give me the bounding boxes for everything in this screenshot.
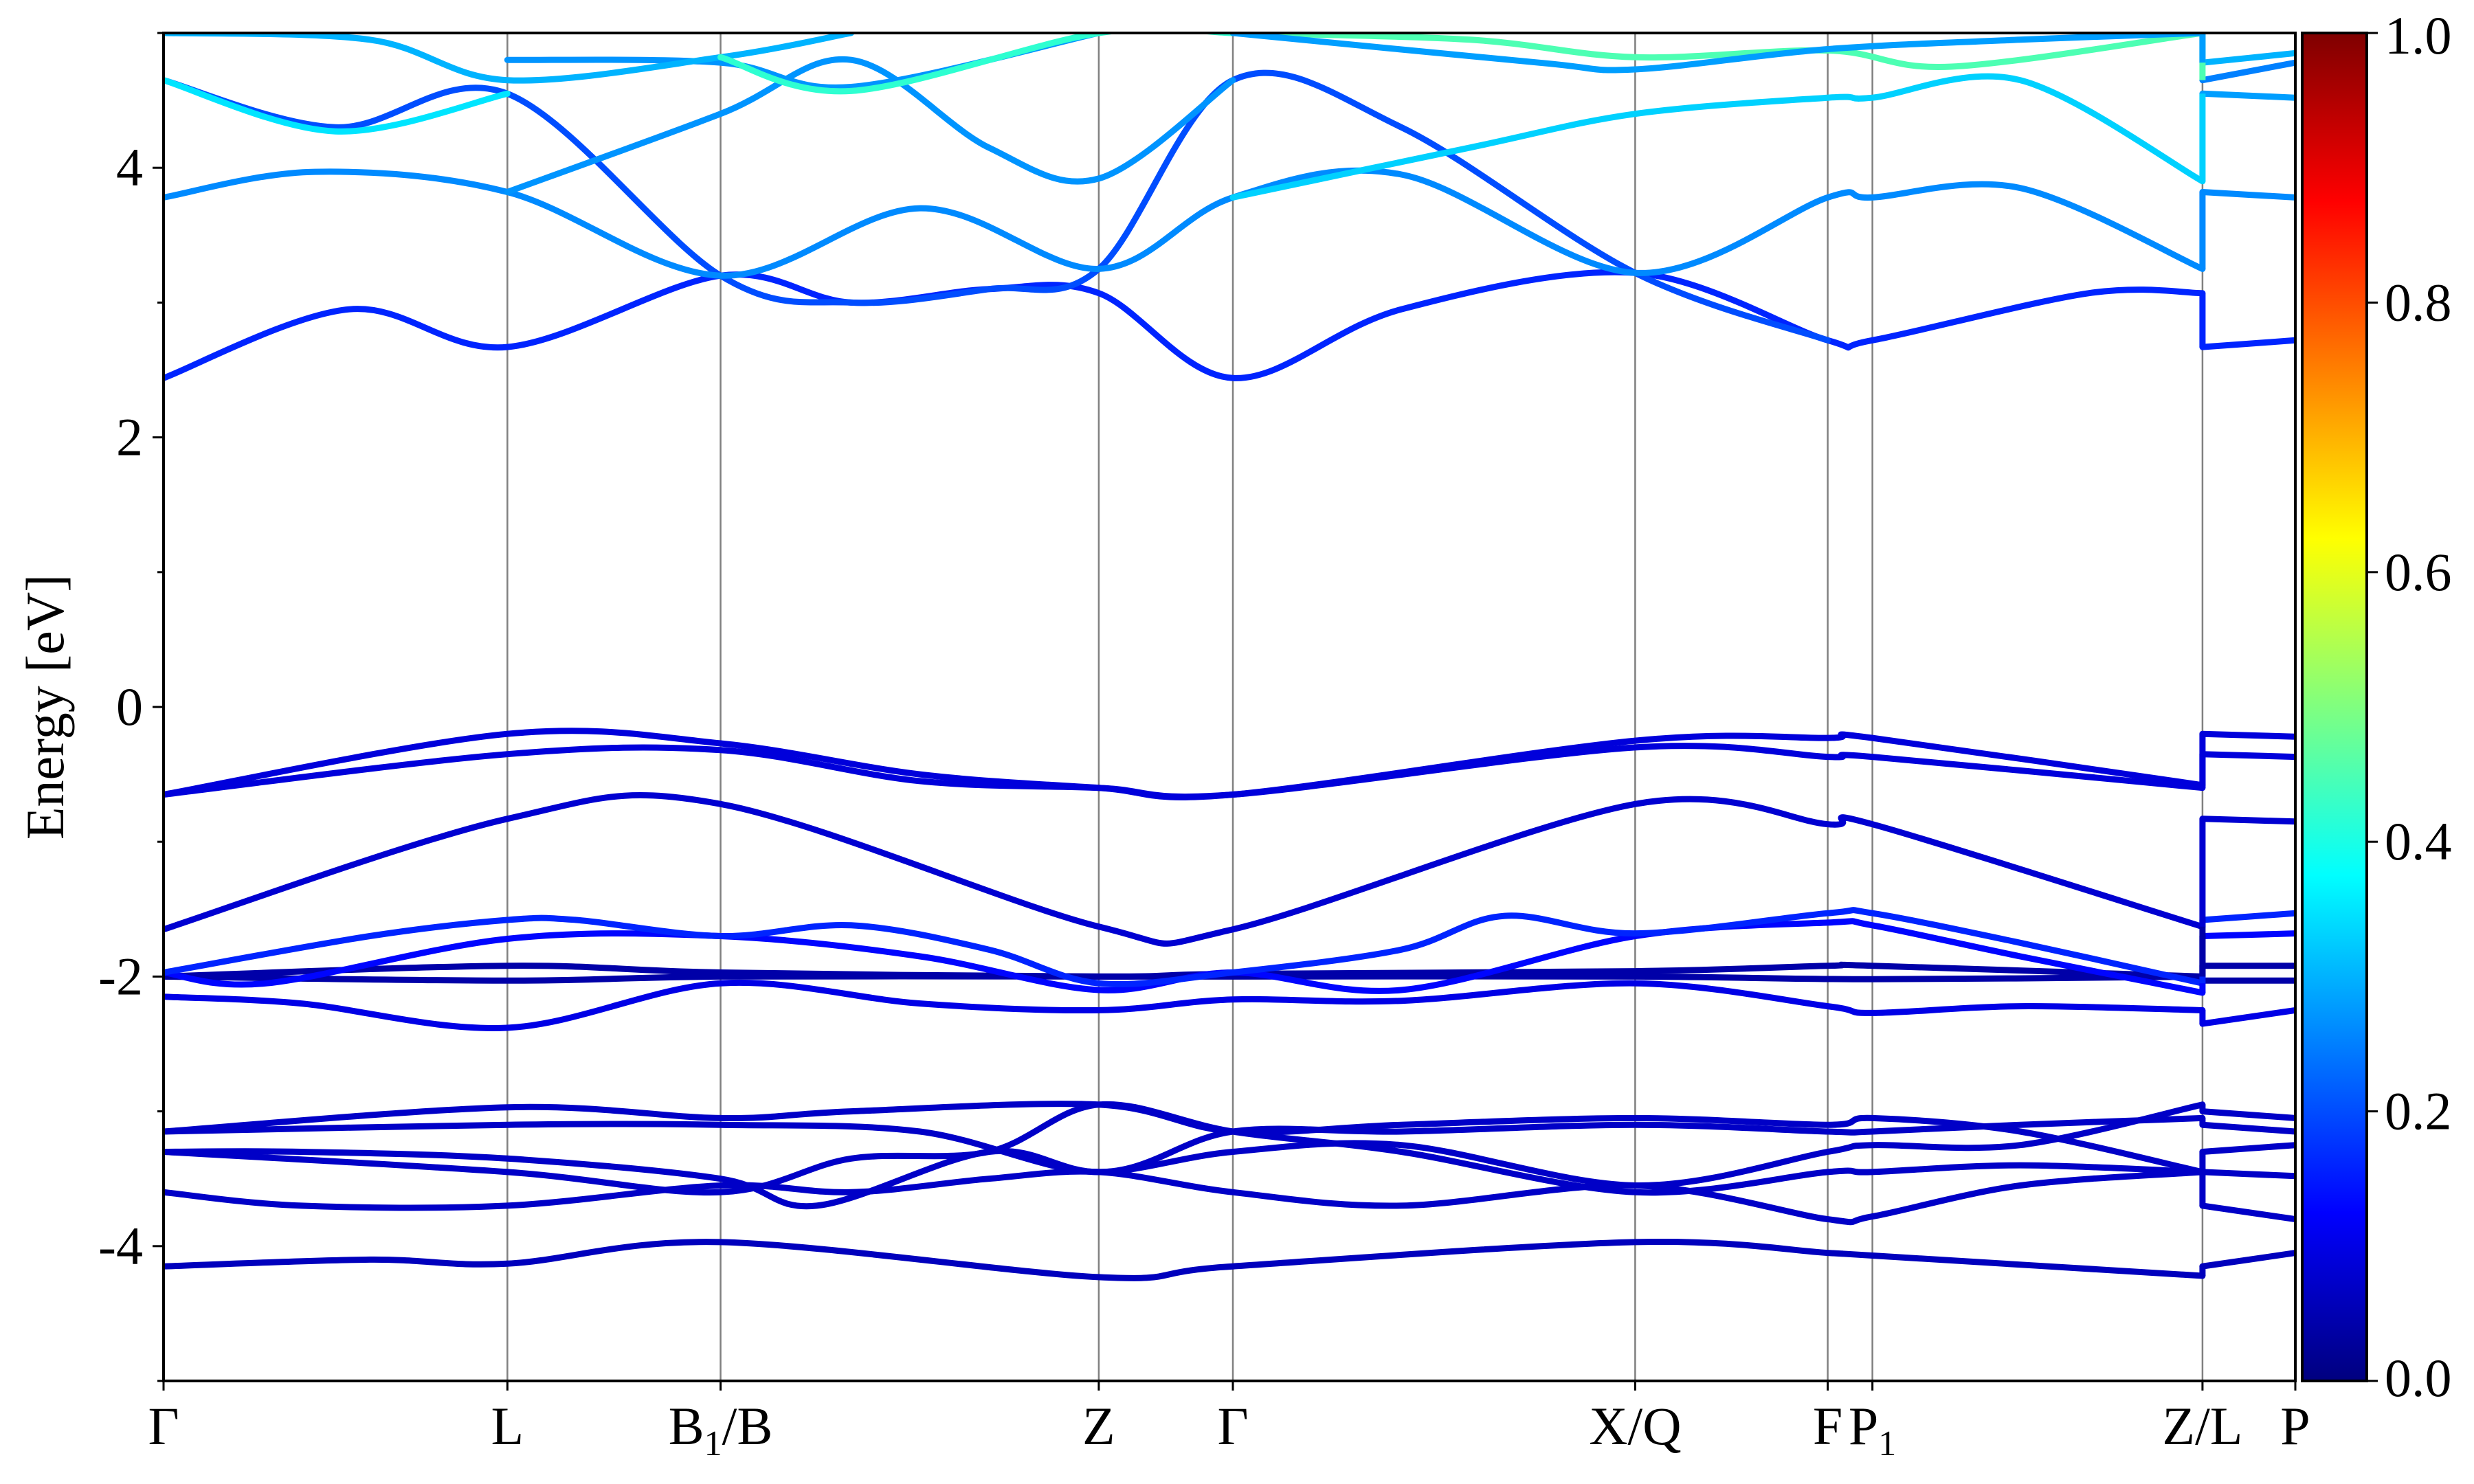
colorbar-ticks: 0.0 0.2 0.4 0.6 0.8 1.0: [2367, 5, 2452, 1408]
band-line: [164, 1101, 2206, 1176]
x-tick-label: P1: [1849, 1396, 1896, 1463]
x-tick-label: B1/B: [669, 1396, 773, 1463]
band-line: [717, 33, 1236, 95]
band-line: [164, 33, 855, 84]
colorbar-tick-label: 0.8: [2385, 272, 2452, 332]
colorbar-tick-label: 0.4: [2385, 811, 2452, 871]
colorbar-tick-label: 1.0: [2385, 5, 2452, 65]
colorbar-tick-label: 0.6: [2385, 542, 2452, 602]
band-line: [2199, 189, 2295, 201]
band-line: [164, 961, 2206, 980]
band-line: [164, 69, 1831, 344]
x-tick-label: Γ: [1217, 1396, 1248, 1456]
band-line: [164, 1101, 2206, 1210]
band-line: [164, 1168, 2206, 1226]
x-tick-label: Z: [1082, 1396, 1115, 1456]
band-line: [2199, 730, 2295, 740]
x-axis-ticks: Γ L B1/B Z Γ X/Q F P1 Z/L P: [148, 1381, 2310, 1463]
y-tick-label: 0: [116, 677, 143, 737]
band-line: [164, 979, 2206, 1031]
band-line: [164, 269, 2206, 381]
band-line: [164, 907, 2206, 988]
band-line: [2199, 1108, 2295, 1121]
band-line: [2199, 1169, 2295, 1180]
kpoint-separator-lines: [506, 33, 2204, 1381]
band-line: [2199, 1121, 2295, 1135]
x-tick-label: Z/L: [2162, 1396, 2242, 1456]
band-line: [504, 56, 1236, 195]
band-line: [164, 728, 2206, 801]
band-line: [164, 167, 2206, 279]
band-line: [164, 791, 2206, 947]
band-line: [164, 743, 2206, 800]
band-line: [2199, 1142, 2295, 1155]
x-tick-label: F: [1813, 1396, 1842, 1456]
band-line: [1229, 33, 2206, 70]
band-line: [2199, 337, 2295, 350]
band-lines: [164, 33, 2295, 1281]
y-tick-label: 4: [116, 137, 143, 197]
band-line: [2199, 49, 2295, 66]
y-tick-label: 2: [116, 407, 143, 467]
band-line: [164, 1238, 2206, 1281]
colorbar-tick-label: 0.0: [2385, 1348, 2452, 1408]
band-line: [2199, 910, 2295, 923]
x-tick-label: L: [491, 1396, 524, 1456]
band-line: [2199, 1007, 2295, 1027]
band-line: [1229, 33, 2206, 74]
band-line: [2199, 930, 2295, 939]
colorbar-tick-label: 0.2: [2385, 1081, 2452, 1141]
plot-frame: [162, 32, 2297, 1382]
colorbar: [2301, 32, 2368, 1382]
y-axis-ticks: -4 -2 0 2 4: [98, 32, 164, 1382]
band-line: [2199, 751, 2295, 761]
band-line: [2199, 59, 2295, 84]
band-line: [2199, 90, 2295, 101]
x-tick-label: Γ: [148, 1396, 179, 1456]
band-line: [1229, 73, 2206, 201]
x-tick-label: X/Q: [1589, 1396, 1681, 1456]
band-line: [2199, 1250, 2295, 1270]
band-line: [2199, 816, 2295, 825]
y-axis-label: Energy [eV]: [15, 574, 75, 840]
y-tick-label: -2: [98, 946, 143, 1006]
y-tick-label: -4: [98, 1216, 143, 1276]
band-line: [2199, 1202, 2295, 1223]
x-tick-label: P: [2280, 1396, 2310, 1456]
band-line: [164, 77, 511, 135]
